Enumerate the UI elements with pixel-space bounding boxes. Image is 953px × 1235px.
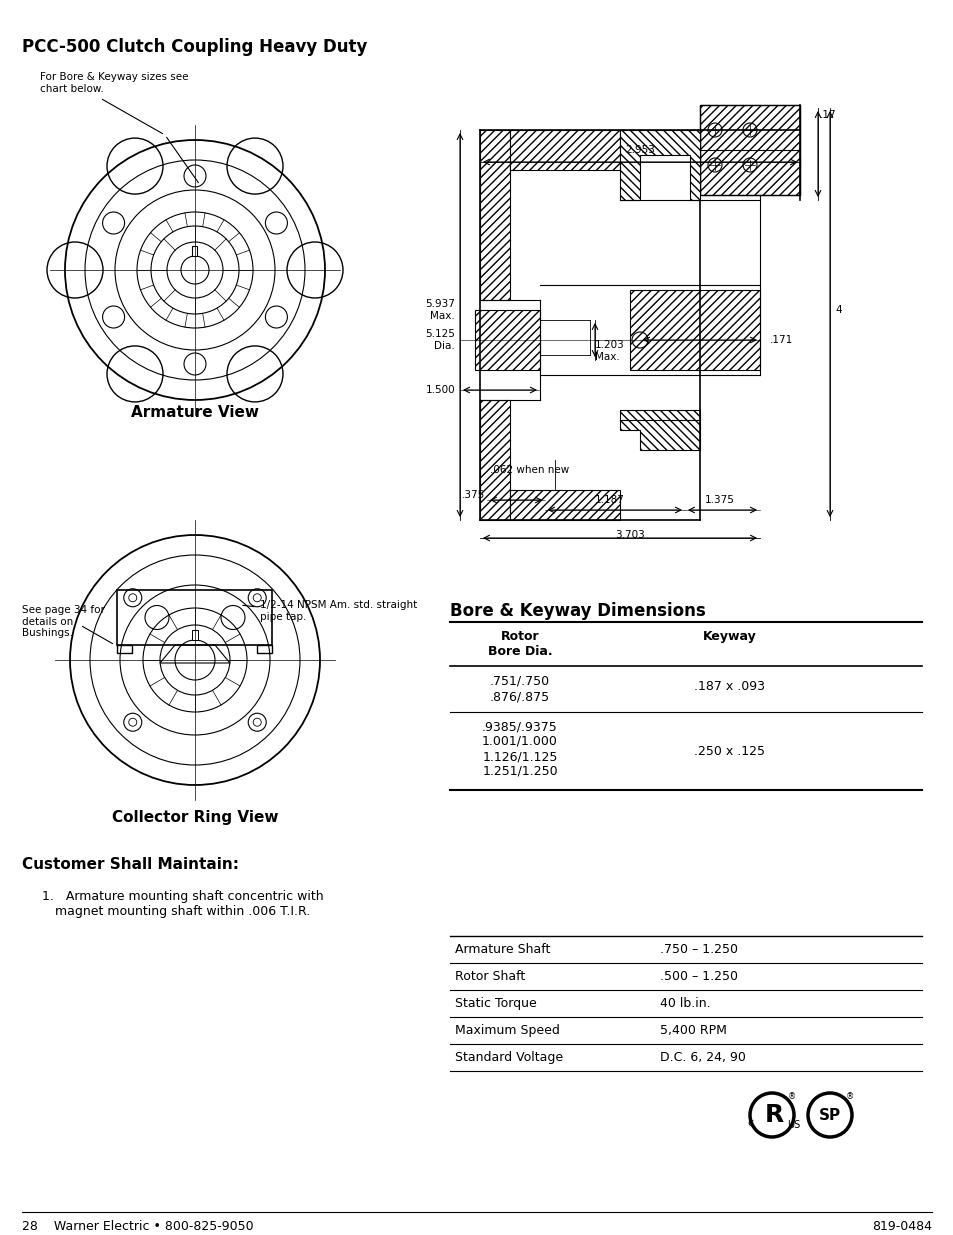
Polygon shape <box>510 130 619 170</box>
Text: For Bore & Keyway sizes see
chart below.: For Bore & Keyway sizes see chart below. <box>40 72 189 94</box>
Text: Customer Shall Maintain:: Customer Shall Maintain: <box>22 857 239 872</box>
Polygon shape <box>700 105 800 195</box>
Text: c: c <box>746 1118 752 1128</box>
Bar <box>192 630 198 640</box>
Polygon shape <box>479 130 510 300</box>
Text: .250 x .125: .250 x .125 <box>694 745 764 758</box>
Text: See page 34 for
details on
Bushings.: See page 34 for details on Bushings. <box>22 605 105 638</box>
Text: 1.375: 1.375 <box>704 495 734 505</box>
Text: .500 – 1.250: .500 – 1.250 <box>659 969 738 983</box>
Text: PCC-500 Clutch Coupling Heavy Duty: PCC-500 Clutch Coupling Heavy Duty <box>22 38 367 56</box>
Text: 2.953: 2.953 <box>624 144 655 156</box>
Text: 1.   Armature mounting shaft concentric with: 1. Armature mounting shaft concentric wi… <box>42 890 323 903</box>
Text: .750 – 1.250: .750 – 1.250 <box>659 944 738 956</box>
Text: .9385/.9375: .9385/.9375 <box>481 720 558 734</box>
Text: ®: ® <box>845 1093 853 1102</box>
Text: Keyway: Keyway <box>702 630 756 643</box>
Text: 1.251/1.250: 1.251/1.250 <box>481 764 558 778</box>
Text: 1.500: 1.500 <box>425 385 455 395</box>
Text: 1/2-14 NPSM Am. std. straight
pipe tap.: 1/2-14 NPSM Am. std. straight pipe tap. <box>260 600 416 621</box>
Text: Collector Ring View: Collector Ring View <box>112 810 278 825</box>
Text: 1.126/1.125: 1.126/1.125 <box>482 750 558 763</box>
Text: 1.001/1.000: 1.001/1.000 <box>481 735 558 748</box>
Text: 28    Warner Electric • 800-825-9050: 28 Warner Electric • 800-825-9050 <box>22 1220 253 1233</box>
Text: Maximum Speed: Maximum Speed <box>455 1024 559 1037</box>
Text: 1.187: 1.187 <box>595 495 624 505</box>
Text: 819-0484: 819-0484 <box>871 1220 931 1233</box>
Text: ®: ® <box>787 1093 796 1102</box>
Text: 1.203
Max.: 1.203 Max. <box>595 340 624 362</box>
Text: SP: SP <box>818 1108 841 1123</box>
Polygon shape <box>619 130 700 200</box>
Text: 5.937
Max.: 5.937 Max. <box>425 299 455 321</box>
Text: magnet mounting shaft within .006 T.I.R.: magnet mounting shaft within .006 T.I.R. <box>55 905 310 918</box>
Text: Rotor Shaft: Rotor Shaft <box>455 969 525 983</box>
Text: 4: 4 <box>834 305 841 315</box>
Text: Rotor
Bore Dia.: Rotor Bore Dia. <box>487 630 552 658</box>
Text: 40 lb.in.: 40 lb.in. <box>659 997 710 1010</box>
Text: Armature Shaft: Armature Shaft <box>455 944 550 956</box>
Text: US: US <box>786 1120 800 1130</box>
Polygon shape <box>510 490 619 520</box>
Polygon shape <box>619 410 700 450</box>
Text: .171: .171 <box>769 335 792 345</box>
Text: .187 x .093: .187 x .093 <box>694 680 764 693</box>
Text: Bore & Keyway Dimensions: Bore & Keyway Dimensions <box>450 601 705 620</box>
Polygon shape <box>479 400 510 520</box>
Text: .17: .17 <box>820 110 836 120</box>
Text: R: R <box>763 1103 782 1128</box>
Bar <box>117 590 273 645</box>
Text: 3.703: 3.703 <box>615 530 644 540</box>
Text: Static Torque: Static Torque <box>455 997 537 1010</box>
Text: Armature View: Armature View <box>131 405 258 420</box>
Text: Standard Voltage: Standard Voltage <box>455 1051 562 1065</box>
Text: 5,400 RPM: 5,400 RPM <box>659 1024 726 1037</box>
Text: .062 when new: .062 when new <box>490 466 569 475</box>
Bar <box>257 645 273 653</box>
Text: 5.125
Dia.: 5.125 Dia. <box>425 330 455 351</box>
Bar <box>700 105 800 195</box>
Text: .876/.875: .876/.875 <box>490 690 550 703</box>
Polygon shape <box>475 310 539 370</box>
Bar <box>193 246 197 256</box>
Text: D.C. 6, 24, 90: D.C. 6, 24, 90 <box>659 1051 745 1065</box>
Text: .751/.750: .751/.750 <box>490 674 550 687</box>
Text: .375: .375 <box>461 490 484 500</box>
Polygon shape <box>629 290 760 370</box>
Bar <box>117 645 132 653</box>
